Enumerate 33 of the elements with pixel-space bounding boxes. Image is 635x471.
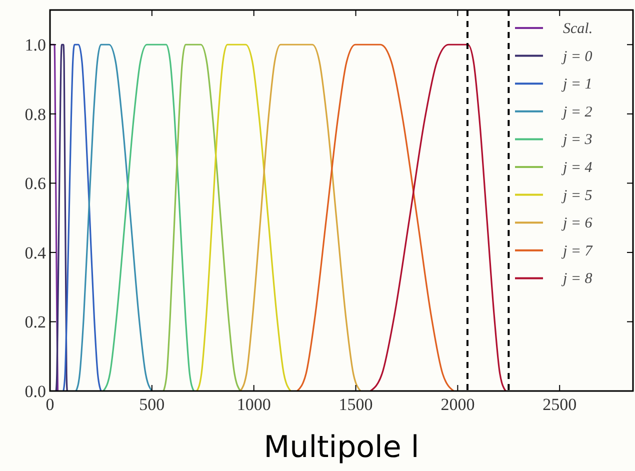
- legend-label: j = 2: [561, 104, 593, 120]
- legend-label: j = 7: [561, 243, 594, 260]
- line-series: [102, 44, 195, 392]
- line-series: [75, 44, 153, 392]
- y-tick-label: 1.0: [24, 36, 46, 55]
- legend-label: j = 0: [561, 48, 593, 65]
- line-series: [55, 44, 68, 392]
- y-tick-label: 0.4: [24, 243, 46, 262]
- legend-label: j = 4: [561, 160, 593, 176]
- legend-label: j = 8: [561, 271, 593, 288]
- y-tick-label: 0.8: [24, 104, 46, 124]
- line-series: [196, 44, 292, 392]
- legend-label: j = 5: [561, 188, 593, 204]
- line-series: [370, 44, 506, 392]
- line-series: [62, 44, 102, 392]
- x-tick-label: 2500: [542, 395, 577, 414]
- legend-label: j = 3: [561, 132, 592, 148]
- y-tick-label: 0.0: [24, 382, 46, 401]
- x-axis-title: Multipole l: [264, 430, 420, 465]
- line-series: [162, 44, 242, 392]
- x-tick-label: 1000: [236, 395, 271, 414]
- x-tick-label: 500: [139, 395, 165, 414]
- y-tick-label: 0.2: [24, 312, 46, 332]
- line-series: [240, 44, 362, 392]
- x-tick-label: 0: [46, 395, 54, 414]
- x-tick-label: 2000: [440, 395, 475, 414]
- line-series: [49, 44, 59, 392]
- legend-label: Scal.: [563, 21, 593, 37]
- legend-label: j = 1: [561, 76, 592, 93]
- y-tick-label: 0.6: [24, 174, 46, 194]
- line-series: [296, 44, 454, 392]
- legend-label: j = 6: [561, 216, 593, 232]
- x-tick-label: 1500: [338, 395, 373, 414]
